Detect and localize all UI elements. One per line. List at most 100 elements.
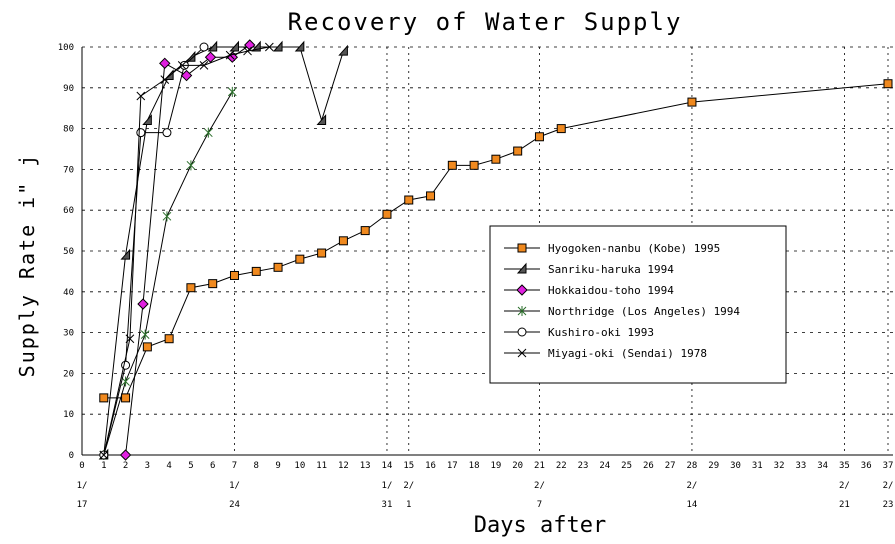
x-tick-label: 34	[817, 461, 828, 471]
y-axis-label: Supply Rate i" j	[15, 153, 39, 378]
x-tick-label: 13	[360, 461, 371, 471]
x-tick-label: 6	[210, 461, 215, 471]
x-tick-label: 0	[79, 461, 84, 471]
marker	[125, 334, 135, 344]
y-tick-label: 0	[69, 451, 74, 461]
marker	[517, 348, 527, 358]
marker	[251, 266, 261, 276]
marker	[164, 69, 174, 81]
marker	[99, 450, 109, 460]
marker	[142, 342, 152, 352]
date-tick-label: 2/	[839, 481, 850, 491]
x-tick-label: 7	[232, 461, 237, 471]
marker	[177, 61, 187, 70]
x-tick-label: 12	[338, 461, 349, 471]
x-tick-label: 5	[188, 461, 193, 471]
y-tick-label: 90	[63, 84, 74, 94]
x-tick-label: 1	[101, 461, 106, 471]
marker	[207, 40, 218, 52]
x-tick-label: 22	[556, 461, 567, 471]
x-tick-label: 32	[774, 461, 785, 471]
x-tick-label: 9	[275, 461, 280, 471]
marker	[360, 226, 370, 236]
marker	[491, 154, 501, 164]
date-tick-label: 17	[77, 500, 88, 510]
series-line	[103, 46, 344, 456]
date-tick-label: 14	[687, 500, 698, 510]
date-tick-label: 24	[229, 500, 240, 510]
x-tick-label: 30	[730, 461, 741, 471]
x-tick-label: 18	[469, 461, 480, 471]
marker	[186, 283, 196, 293]
marker	[338, 236, 348, 246]
marker	[162, 128, 172, 138]
date-tick-label: 1/	[229, 481, 240, 491]
marker	[199, 42, 209, 52]
marker	[185, 50, 196, 62]
date-tick-label: 2/	[403, 481, 414, 491]
x-tick-label: 35	[839, 461, 850, 471]
marker	[120, 248, 131, 260]
marker	[317, 248, 327, 258]
x-tick-label: 15	[403, 461, 414, 471]
y-tick-label: 40	[63, 288, 74, 298]
date-tick-label: 23	[883, 500, 894, 510]
marker	[517, 327, 527, 337]
marker	[516, 262, 527, 274]
y-tick-label: 10	[63, 410, 74, 420]
x-tick-label: 27	[665, 461, 676, 471]
marker	[556, 124, 566, 134]
x-tick-label: 21	[534, 461, 545, 471]
date-tick-label: 21	[839, 500, 850, 510]
marker	[273, 262, 283, 272]
marker	[164, 334, 174, 344]
marker	[229, 270, 239, 280]
date-tick-label: 1/	[382, 481, 393, 491]
marker	[244, 39, 256, 51]
x-axis-label: Days after	[474, 513, 606, 538]
marker	[516, 284, 528, 296]
date-tick-label: 2/	[687, 481, 698, 491]
marker	[142, 114, 152, 125]
marker	[243, 46, 252, 56]
y-tick-label: 20	[63, 369, 74, 379]
marker	[199, 61, 209, 70]
x-tick-label: 17	[447, 461, 458, 471]
marker	[264, 42, 274, 52]
marker	[229, 40, 239, 52]
marker	[159, 57, 171, 70]
y-tick-label: 100	[58, 43, 74, 53]
marker	[272, 40, 283, 52]
legend-label: Kushiro-oki 1993	[548, 326, 654, 339]
date-tick-label: 2/	[534, 481, 545, 491]
x-tick-label: 3	[145, 461, 150, 471]
y-tick-label: 60	[63, 206, 74, 216]
marker	[160, 75, 170, 84]
date-tick-label: 1/	[77, 481, 88, 491]
marker	[382, 209, 392, 219]
marker	[517, 243, 527, 253]
marker	[136, 91, 146, 101]
marker	[186, 160, 196, 171]
x-tick-label: 19	[490, 461, 501, 471]
x-tick-label: 23	[578, 461, 589, 471]
legend-label: Hokkaidou-toho 1994	[548, 284, 674, 297]
legend-label: Hyogoken-nanbu (Kobe) 1995	[548, 242, 720, 255]
x-tick-label: 10	[294, 461, 305, 471]
marker	[513, 146, 523, 156]
x-tick-label: 2	[123, 461, 128, 471]
marker	[208, 279, 218, 289]
x-tick-label: 25	[621, 461, 632, 471]
marker	[687, 97, 697, 107]
x-tick-label: 16	[425, 461, 436, 471]
marker	[294, 40, 305, 52]
x-tick-label: 37	[883, 461, 894, 471]
marker	[136, 128, 146, 138]
marker	[121, 393, 131, 403]
marker	[534, 132, 544, 142]
series-line	[125, 44, 251, 456]
y-tick-label: 30	[63, 329, 74, 339]
marker	[338, 44, 348, 56]
